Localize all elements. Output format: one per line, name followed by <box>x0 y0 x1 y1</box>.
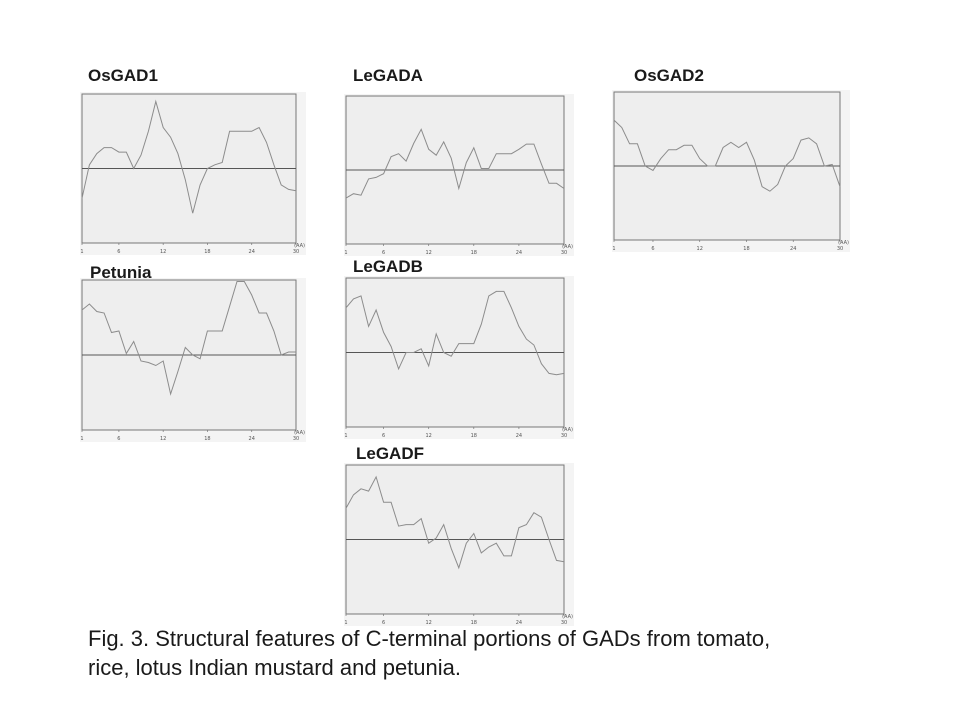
series-line <box>345 128 565 199</box>
osgad2-title: OsGAD2 <box>634 66 704 85</box>
series-line <box>81 99 297 214</box>
legada-title: LeGADA <box>353 66 423 85</box>
x-tick-label: 18 <box>471 433 477 439</box>
legadf-plot: 1 6 12 18 24 30(AA) <box>344 463 574 626</box>
x-tick-label: 12 <box>697 246 703 252</box>
petunia-plot: 1 6 12 18 24 30(AA) <box>80 278 306 442</box>
x-tick-label: 12 <box>426 433 432 439</box>
x-tick-label: 18 <box>743 246 749 252</box>
series-line <box>613 119 841 192</box>
x-tick-label: 18 <box>204 436 210 442</box>
x-tick-label: 1 <box>80 436 83 442</box>
series-line <box>81 281 296 396</box>
x-tick-label: 1 <box>344 250 347 256</box>
x-axis-label: (AA) <box>294 430 305 436</box>
osgad1-title: OsGAD1 <box>88 66 158 85</box>
x-tick-label: 12 <box>426 620 432 626</box>
x-tick-label: 30 <box>561 250 567 256</box>
x-tick-label: 30 <box>561 620 567 626</box>
x-tick-label: 24 <box>249 436 255 442</box>
petunia-title: Petunia <box>90 263 152 282</box>
x-tick-label: 6 <box>382 620 385 626</box>
caption-line-1: Fig. 3. Structural features of C-termina… <box>88 626 771 651</box>
x-tick-label: 30 <box>293 436 299 442</box>
x-tick-label: 1 <box>344 433 347 439</box>
x-tick-label: 1 <box>80 249 83 255</box>
x-axis-label: (AA) <box>562 427 573 433</box>
legadf-title: LeGADF <box>356 444 424 463</box>
x-tick-label: 1 <box>344 620 347 626</box>
x-axis-label: (AA) <box>562 244 573 250</box>
x-tick-label: 6 <box>382 433 385 439</box>
x-axis-label: (AA) <box>562 614 573 620</box>
x-tick-label: 24 <box>790 246 796 252</box>
x-tick-label: 6 <box>117 249 120 255</box>
legadb-plot: 1 6 12 18 24 30(AA) <box>344 276 574 439</box>
x-tick-label: 18 <box>204 249 210 255</box>
x-tick-label: 24 <box>516 250 522 256</box>
x-tick-label: 24 <box>249 249 255 255</box>
x-tick-label: 30 <box>293 249 299 255</box>
x-tick-label: 30 <box>837 246 843 252</box>
x-tick-label: 12 <box>160 436 166 442</box>
legadb-title: LeGADB <box>353 257 423 276</box>
x-tick-label: 18 <box>471 250 477 256</box>
series-line <box>345 475 565 570</box>
x-tick-label: 12 <box>160 249 166 255</box>
series-line <box>345 290 565 376</box>
x-tick-label: 1 <box>612 246 615 252</box>
x-tick-label: 12 <box>426 250 432 256</box>
x-tick-label: 24 <box>516 433 522 439</box>
x-axis-label: (AA) <box>838 240 849 246</box>
x-tick-label: 24 <box>516 620 522 626</box>
x-tick-label: 6 <box>117 436 120 442</box>
x-tick-label: 30 <box>561 433 567 439</box>
osgad1-plot: 1 6 12 18 24 30(AA) <box>80 92 306 255</box>
x-tick-label: 18 <box>471 620 477 626</box>
legada-plot: 1 6 12 18 24 30(AA) <box>344 94 574 256</box>
caption-line-2: rice, lotus Indian mustard and petunia. <box>88 655 462 680</box>
x-axis-label: (AA) <box>294 243 305 249</box>
x-tick-label: 6 <box>651 246 654 252</box>
figure-caption: Fig. 3. Structural features of C-termina… <box>88 624 938 682</box>
osgad2-plot: 1 6 12 18 24 30(AA) <box>612 90 850 252</box>
x-tick-label: 6 <box>382 250 385 256</box>
